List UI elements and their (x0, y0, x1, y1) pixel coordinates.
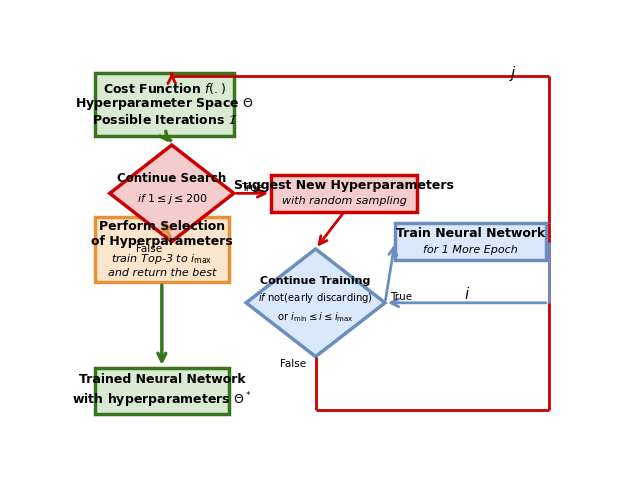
Text: or $i_{\min} \leq i \leq i_{\max}$: or $i_{\min} \leq i \leq i_{\max}$ (277, 310, 354, 324)
Text: with hyperparameters $\Theta^*$: with hyperparameters $\Theta^*$ (72, 390, 252, 410)
Text: True: True (241, 183, 264, 193)
Text: if $1 \leq j \leq 200$: if $1 \leq j \leq 200$ (136, 192, 207, 206)
Text: train Top-3 to $i_{\max}$: train Top-3 to $i_{\max}$ (111, 252, 212, 266)
Polygon shape (110, 145, 234, 241)
Text: Hyperparameter Space $\Theta$: Hyperparameter Space $\Theta$ (75, 96, 253, 112)
Text: Perform Selection: Perform Selection (99, 220, 225, 233)
FancyBboxPatch shape (271, 175, 417, 212)
Text: Possible Iterations $\mathcal{I}$: Possible Iterations $\mathcal{I}$ (92, 113, 237, 127)
Text: with random sampling: with random sampling (282, 197, 406, 206)
Text: Trained Neural Network: Trained Neural Network (79, 373, 245, 386)
Text: Continue Training: Continue Training (260, 276, 371, 285)
Text: $if$ not(early discarding): $if$ not(early discarding) (258, 291, 373, 305)
Text: $j$: $j$ (509, 64, 516, 83)
Text: for 1 More Epoch: for 1 More Epoch (423, 245, 518, 254)
Text: False: False (280, 359, 307, 369)
FancyBboxPatch shape (395, 223, 547, 260)
Text: True: True (390, 292, 412, 302)
Text: False: False (136, 244, 163, 254)
Text: Train Neural Network: Train Neural Network (396, 227, 545, 240)
FancyBboxPatch shape (95, 368, 229, 414)
Text: Suggest New Hyperparameters: Suggest New Hyperparameters (234, 179, 454, 192)
Text: of Hyperparameters: of Hyperparameters (91, 235, 233, 248)
Text: Cost Function $f(.)$: Cost Function $f(.)$ (103, 81, 226, 96)
Text: Continue Search: Continue Search (117, 172, 227, 185)
FancyBboxPatch shape (95, 217, 229, 282)
Polygon shape (246, 249, 385, 357)
Text: and return the best: and return the best (108, 268, 216, 278)
FancyBboxPatch shape (95, 73, 234, 136)
Text: $i$: $i$ (464, 285, 470, 302)
